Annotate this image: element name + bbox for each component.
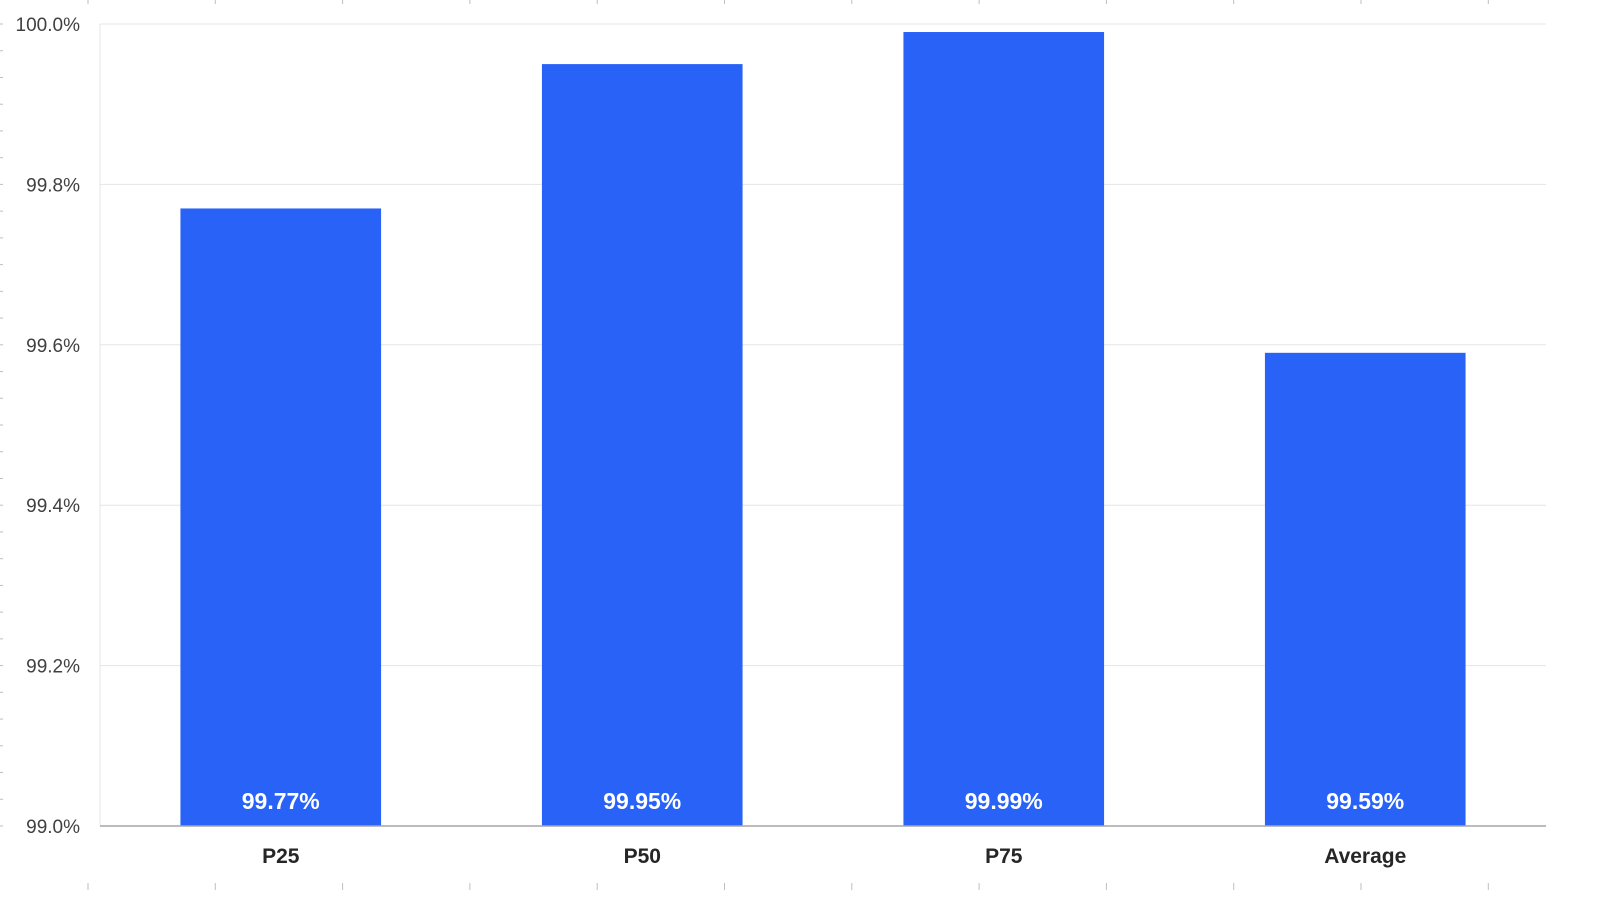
y-axis-tick-labels: 99.0% 99.2% 99.4% 99.6% 99.8% 100.0%: [16, 15, 81, 838]
y-tick-label: 99.0%: [26, 817, 80, 838]
category-label: P25: [262, 845, 300, 868]
x-axis-ticks: [87, 0, 1489, 890]
bar-p50: [541, 64, 743, 827]
y-tick-label: 99.6%: [26, 336, 80, 357]
y-tick-label: 100.0%: [16, 15, 81, 36]
axes: [99, 24, 1546, 827]
y-tick-label: 99.8%: [26, 175, 80, 196]
category-label: P75: [985, 845, 1023, 868]
bar-p25: [180, 208, 382, 826]
bar-average: [1264, 352, 1466, 826]
data-label: 99.77%: [242, 788, 320, 814]
bars: [180, 32, 1466, 827]
y-tick-label: 99.2%: [26, 657, 80, 678]
data-label: 99.99%: [965, 788, 1043, 814]
category-label: P50: [624, 845, 661, 868]
data-label: 99.95%: [603, 788, 681, 814]
y-axis-ticks: [0, 23, 3, 827]
category-label: Average: [1324, 845, 1406, 868]
data-labels: 99.77% 99.95% 99.99% 99.59%: [242, 788, 1405, 814]
x-axis-category-labels: P25 P50 P75 Average: [262, 845, 1406, 868]
data-label: 99.59%: [1326, 788, 1404, 814]
bar-p75: [903, 32, 1105, 826]
y-tick-label: 99.4%: [26, 496, 80, 517]
